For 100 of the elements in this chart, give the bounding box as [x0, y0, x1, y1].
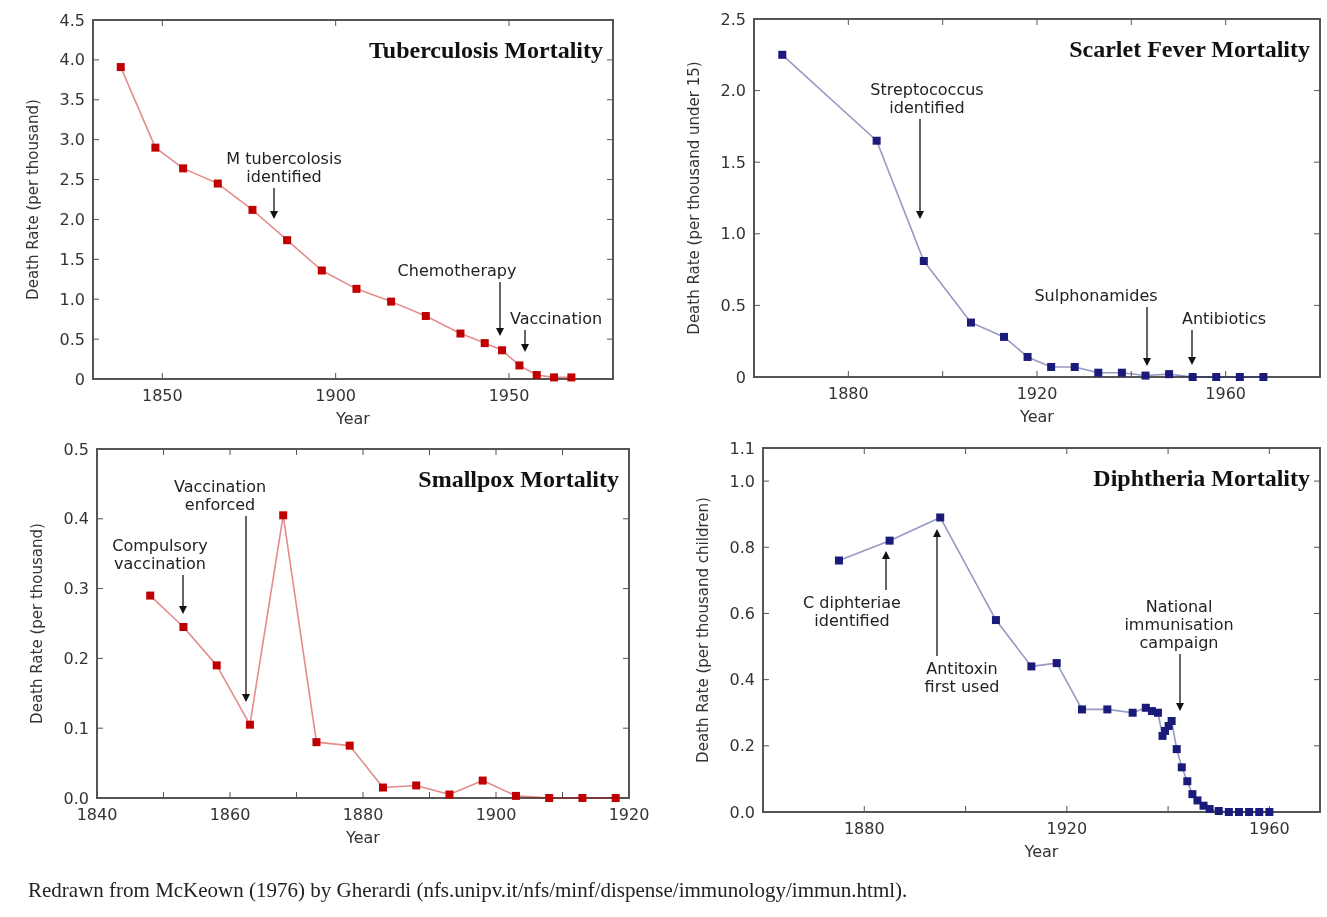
y-tick-label: 0.0 [63, 788, 89, 808]
point [352, 284, 361, 293]
y-tick-label: 0.8 [729, 537, 755, 557]
y-tick-label: 0.2 [63, 649, 89, 668]
point [213, 179, 222, 188]
point [179, 622, 188, 631]
point [412, 781, 421, 790]
point [1205, 805, 1214, 814]
y-axis-title: Death Rate (per thousand) [24, 99, 42, 300]
point [345, 741, 354, 750]
y-tick-label: 0.2 [729, 736, 755, 756]
point [966, 318, 975, 327]
point [1255, 808, 1264, 816]
y-tick-label: 0.5 [720, 296, 746, 315]
point [611, 794, 620, 802]
y-tick-label: 3.0 [59, 130, 85, 150]
point [445, 790, 454, 799]
point [151, 143, 160, 152]
annotation: National immunisation campaign [1124, 597, 1234, 652]
point [1165, 370, 1174, 379]
point [550, 373, 559, 382]
y-axis-title: Death Rate (per thousand under 15) [685, 61, 703, 335]
y-tick-label: 0.5 [59, 329, 85, 349]
y-tick-label: 1.0 [720, 224, 746, 244]
x-tick-label: 1880 [843, 819, 885, 838]
point [1023, 352, 1032, 361]
point [545, 794, 554, 802]
point [1172, 745, 1181, 754]
point [478, 776, 487, 785]
y-tick-label: 0 [735, 367, 746, 387]
x-tick-label: 1900 [475, 805, 517, 824]
point [312, 738, 321, 747]
point [1117, 368, 1126, 377]
point [999, 332, 1008, 341]
point [1128, 708, 1137, 717]
y-tick-label: 0.4 [63, 509, 89, 529]
annotation: Vaccination enforced [173, 477, 267, 514]
point [1234, 808, 1243, 816]
x-tick-label: 1880 [342, 805, 384, 824]
x-axis-title: Year [1023, 842, 1059, 861]
point [1141, 371, 1150, 380]
y-tick-label: 1.0 [729, 471, 755, 491]
y-tick-label: 1.5 [720, 152, 746, 172]
point [1188, 373, 1197, 381]
text: Smallpox Mortality [418, 466, 619, 492]
y-tick-label: 0.3 [63, 579, 89, 599]
point [1193, 796, 1202, 805]
x-tick-label: 1840 [76, 805, 118, 824]
point [515, 361, 524, 370]
y-axis-title: Death Rate (per thousand children) [694, 497, 712, 763]
point [778, 50, 787, 59]
y-tick-label: 2.0 [720, 81, 746, 101]
x-axis-title: Year [345, 828, 381, 847]
point [936, 513, 945, 522]
point [511, 791, 520, 800]
point [146, 591, 155, 600]
x-tick-label: 1880 [827, 384, 869, 403]
point [1047, 362, 1056, 371]
point [885, 536, 894, 545]
point [567, 373, 576, 382]
point [1167, 717, 1176, 725]
annotation: Antitoxin first used [924, 659, 1000, 696]
y-tick-label: 0.1 [63, 718, 89, 738]
point [1188, 790, 1197, 799]
x-tick-label: 1950 [488, 386, 530, 405]
x-axis-title: Year [335, 409, 371, 428]
point [279, 511, 288, 520]
annotation: Compulsory vaccination [112, 536, 208, 573]
text: Diphtheria Mortality [1093, 465, 1310, 491]
y-tick-label: 2.5 [59, 170, 85, 190]
y-tick-label: 1.0 [59, 289, 85, 309]
y-tick-label: 3.5 [59, 90, 85, 110]
point [421, 311, 430, 320]
y-tick-label: 1.5 [59, 249, 85, 269]
point [1103, 705, 1112, 714]
x-tick-label: 1920 [608, 805, 650, 824]
point [1052, 659, 1061, 668]
y-tick-label: 1.1 [729, 438, 755, 458]
point [179, 164, 188, 173]
point [480, 339, 489, 348]
point [456, 329, 465, 338]
point [578, 794, 587, 802]
y-tick-label: 0.5 [63, 439, 89, 459]
y-tick-label: 0 [74, 369, 85, 389]
point [1214, 807, 1223, 816]
point [1245, 808, 1254, 816]
point [1183, 777, 1192, 786]
x-tick-label: 1920 [1016, 384, 1058, 403]
annotation: C diphteriae identified [803, 593, 901, 630]
x-tick-label: 1920 [1046, 819, 1088, 838]
point [283, 236, 292, 245]
point [116, 63, 125, 72]
text: Scarlet Fever Mortality [1069, 36, 1310, 62]
point [1094, 368, 1103, 377]
annotation: M tubercolosis identified [226, 149, 342, 186]
point [387, 297, 396, 306]
point [872, 136, 881, 145]
point [1265, 808, 1274, 816]
point [991, 616, 1000, 625]
point [245, 720, 254, 729]
